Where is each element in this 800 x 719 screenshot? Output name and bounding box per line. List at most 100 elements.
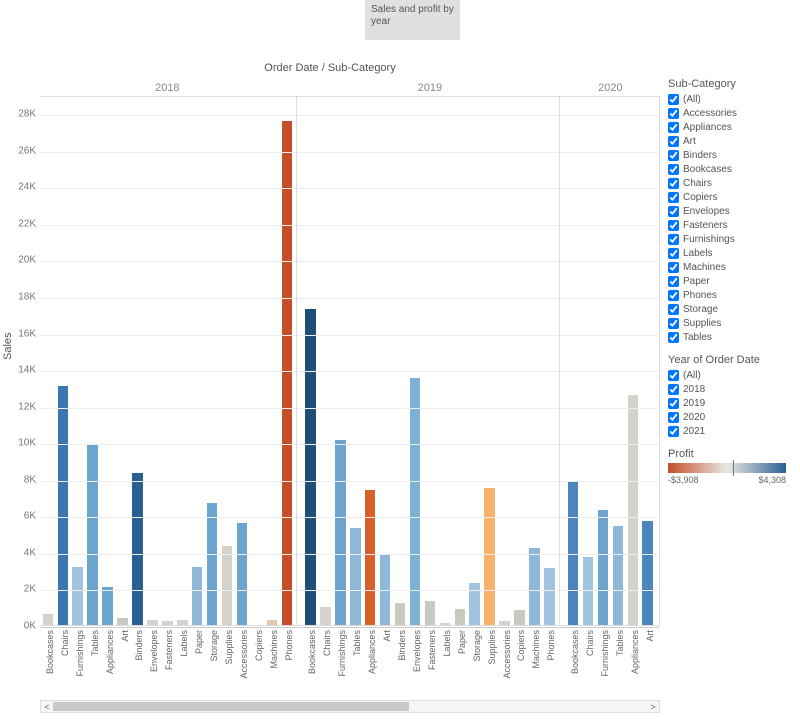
year-filter-item[interactable]: 2021 — [668, 425, 796, 438]
bar[interactable] — [395, 603, 406, 625]
bar[interactable] — [410, 378, 421, 625]
filter-checkbox[interactable] — [668, 94, 679, 105]
bar[interactable] — [425, 601, 436, 625]
subcategory-filter: Sub-Category (All)AccessoriesAppliancesA… — [668, 78, 796, 344]
subcategory-filter-item[interactable]: Supplies — [668, 317, 796, 330]
subcategory-filter-item[interactable]: Paper — [668, 275, 796, 288]
subcategory-filter-item[interactable]: Bookcases — [668, 163, 796, 176]
bar[interactable] — [222, 546, 233, 625]
filter-item-label: 2019 — [683, 397, 705, 410]
filter-checkbox[interactable] — [668, 150, 679, 161]
filter-checkbox[interactable] — [668, 262, 679, 273]
bar[interactable] — [162, 621, 173, 625]
subcategory-filter-item[interactable]: Chairs — [668, 177, 796, 190]
x-tick-label: Art — [645, 630, 655, 700]
subcategory-filter-item[interactable]: Furnishings — [668, 233, 796, 246]
filter-checkbox[interactable] — [668, 164, 679, 175]
bar[interactable] — [305, 309, 316, 625]
bar[interactable] — [484, 488, 495, 625]
filter-item-label: Binders — [683, 149, 717, 162]
subcategory-filter-item[interactable]: Appliances — [668, 121, 796, 134]
x-tick-label: Phones — [546, 630, 556, 700]
subcategory-filter-item[interactable]: Copiers — [668, 191, 796, 204]
subcategory-filter-item[interactable]: Accessories — [668, 107, 796, 120]
bar[interactable] — [613, 526, 624, 625]
scroll-left-arrow[interactable]: < — [41, 702, 53, 712]
bar[interactable] — [320, 607, 331, 625]
filter-item-label: 2021 — [683, 425, 705, 438]
subcategory-filter-item[interactable]: Envelopes — [668, 205, 796, 218]
filter-checkbox[interactable] — [668, 108, 679, 119]
filter-checkbox[interactable] — [668, 206, 679, 217]
subcategory-filter-item[interactable]: Machines — [668, 261, 796, 274]
filter-checkbox[interactable] — [668, 136, 679, 147]
subcategory-filter-item[interactable]: Labels — [668, 247, 796, 260]
bar[interactable] — [598, 510, 609, 625]
filter-checkbox[interactable] — [668, 276, 679, 287]
bar[interactable] — [147, 620, 158, 625]
subcategory-filter-item[interactable]: (All) — [668, 93, 796, 106]
filter-checkbox[interactable] — [668, 234, 679, 245]
x-tick-label: Paper — [194, 630, 204, 700]
bar[interactable] — [132, 473, 143, 625]
filter-checkbox[interactable] — [668, 178, 679, 189]
bar[interactable] — [365, 490, 376, 625]
bar[interactable] — [544, 568, 555, 625]
scrollbar-track[interactable] — [53, 701, 647, 712]
filter-checkbox[interactable] — [668, 248, 679, 259]
year-filter-item[interactable]: (All) — [668, 369, 796, 382]
subcategory-filter-item[interactable]: Binders — [668, 149, 796, 162]
bar[interactable] — [499, 621, 510, 625]
bar[interactable] — [207, 503, 218, 625]
bar[interactable] — [514, 610, 525, 625]
bar[interactable] — [72, 567, 83, 625]
filter-item-label: 2020 — [683, 411, 705, 424]
year-filter-item[interactable]: 2020 — [668, 411, 796, 424]
subcategory-filter-item[interactable]: Storage — [668, 303, 796, 316]
bar[interactable] — [177, 620, 188, 625]
year-filter-item[interactable]: 2018 — [668, 383, 796, 396]
scroll-right-arrow[interactable]: > — [647, 702, 659, 712]
subcategory-filter-item[interactable]: Art — [668, 135, 796, 148]
bar[interactable] — [335, 440, 346, 625]
filter-checkbox[interactable] — [668, 192, 679, 203]
filter-checkbox[interactable] — [668, 370, 679, 381]
filter-checkbox[interactable] — [668, 426, 679, 437]
filter-checkbox[interactable] — [668, 220, 679, 231]
bar[interactable] — [440, 623, 451, 625]
year-filter-item[interactable]: 2019 — [668, 397, 796, 410]
bar[interactable] — [282, 121, 293, 625]
bar[interactable] — [192, 567, 203, 625]
filter-checkbox[interactable] — [668, 304, 679, 315]
bar[interactable] — [102, 587, 113, 625]
bar[interactable] — [117, 618, 128, 625]
bar[interactable] — [529, 548, 540, 625]
bar[interactable] — [58, 386, 69, 625]
bar[interactable] — [642, 521, 653, 625]
subcategory-filter-item[interactable]: Phones — [668, 289, 796, 302]
filter-checkbox[interactable] — [668, 412, 679, 423]
bar[interactable] — [380, 554, 391, 625]
bar[interactable] — [469, 583, 480, 625]
filter-checkbox[interactable] — [668, 290, 679, 301]
filter-checkbox[interactable] — [668, 318, 679, 329]
bar[interactable] — [455, 609, 466, 625]
bar[interactable] — [267, 620, 278, 625]
bar[interactable] — [237, 523, 248, 625]
x-tick-label: Phones — [284, 630, 294, 700]
filter-checkbox[interactable] — [668, 398, 679, 409]
subcategory-filter-item[interactable]: Fasteners — [668, 219, 796, 232]
bar[interactable] — [87, 444, 98, 625]
bar[interactable] — [350, 528, 361, 625]
bar[interactable] — [568, 481, 579, 625]
profit-legend-title: Profit — [668, 448, 796, 460]
filter-checkbox[interactable] — [668, 384, 679, 395]
scrollbar-thumb[interactable] — [53, 702, 409, 711]
bar[interactable] — [43, 614, 54, 625]
filter-checkbox[interactable] — [668, 122, 679, 133]
horizontal-scrollbar[interactable]: < > — [40, 700, 660, 713]
subcategory-filter-item[interactable]: Tables — [668, 331, 796, 344]
profit-legend-marker — [733, 460, 734, 476]
y-tick-label: 2K — [24, 584, 36, 595]
filter-checkbox[interactable] — [668, 332, 679, 343]
